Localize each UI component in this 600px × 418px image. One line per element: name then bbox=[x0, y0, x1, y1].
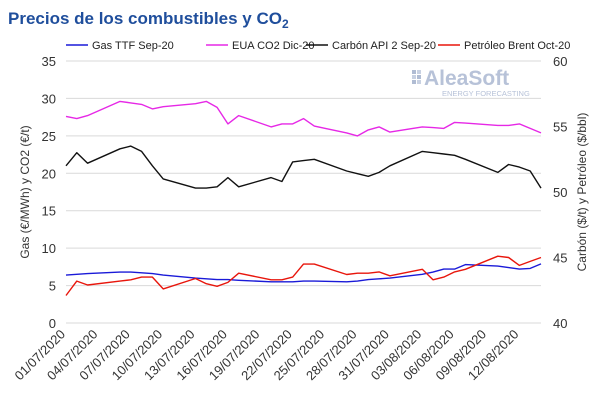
watermark-brand: AleaSoft bbox=[424, 67, 509, 90]
grid bbox=[66, 60, 541, 324]
left-axis-ticks: 0 5 10 15 20 25 30 35 bbox=[42, 54, 56, 331]
watermark-tagline: ENERGY FORECASTING bbox=[442, 89, 530, 98]
y-tick-right-2: 50 bbox=[553, 185, 567, 200]
legend-item-3: Petróleo Brent Oct-20 bbox=[438, 40, 570, 52]
y-tick-right-3: 55 bbox=[553, 120, 567, 135]
legend-item-1: EUA CO2 Dic-20 bbox=[206, 40, 315, 52]
series-line-gas-ttf-sep-20 bbox=[65, 263, 542, 283]
y-tick-right-4: 60 bbox=[553, 54, 567, 69]
y-tick-left-4: 20 bbox=[42, 166, 56, 181]
legend-label-3: Petróleo Brent Oct-20 bbox=[464, 40, 570, 52]
series-line-petr-leo-brent-oct-20 bbox=[65, 255, 542, 296]
right-axis-ticks: 40 45 50 55 60 bbox=[553, 54, 567, 331]
watermark-logo: AleaSoft ENERGY FORECASTING bbox=[412, 67, 530, 98]
legend-item-2: Carbón API 2 Sep-20 bbox=[306, 40, 436, 52]
y-tick-left-3: 15 bbox=[42, 204, 56, 219]
chart-title-main: Precios de los combustibles y CO bbox=[8, 9, 282, 28]
aleasoft-logo-icon bbox=[412, 70, 421, 84]
y-tick-left-2: 10 bbox=[42, 241, 56, 256]
legend: Gas TTF Sep-20 EUA CO2 Dic-20 Carbón API 2… bbox=[66, 40, 570, 52]
y-tick-right-0: 40 bbox=[553, 316, 567, 331]
series-layer bbox=[65, 100, 542, 296]
legend-label-2: Carbón API 2 Sep-20 bbox=[332, 40, 436, 52]
legend-label-0: Gas TTF Sep-20 bbox=[92, 40, 174, 52]
y-axis-label-right: Carbón ($/t) y Petróleo ($/bbl) bbox=[575, 113, 589, 272]
y-tick-left-7: 35 bbox=[42, 54, 56, 69]
legend-item-0: Gas TTF Sep-20 bbox=[66, 40, 174, 52]
y-axis-label-left: Gas (€/MWh) y CO2 (€/t) bbox=[18, 125, 32, 258]
series-line-carb-n-api-2-sep-20 bbox=[65, 145, 542, 189]
y-tick-left-0: 0 bbox=[49, 316, 56, 331]
y-tick-left-6: 30 bbox=[42, 91, 56, 106]
y-tick-left-5: 25 bbox=[42, 129, 56, 144]
y-tick-left-1: 5 bbox=[49, 279, 56, 294]
y-tick-right-1: 45 bbox=[553, 251, 567, 266]
chart-title-subscript: 2 bbox=[282, 17, 289, 31]
chart-title: Precios de los combustibles y CO2 bbox=[8, 9, 289, 31]
series-line-eua-co2-dic-20 bbox=[65, 100, 542, 137]
x-axis-ticks: 01/07/202004/07/202007/07/202010/07/2020… bbox=[11, 327, 521, 384]
legend-label-1: EUA CO2 Dic-20 bbox=[232, 40, 315, 52]
